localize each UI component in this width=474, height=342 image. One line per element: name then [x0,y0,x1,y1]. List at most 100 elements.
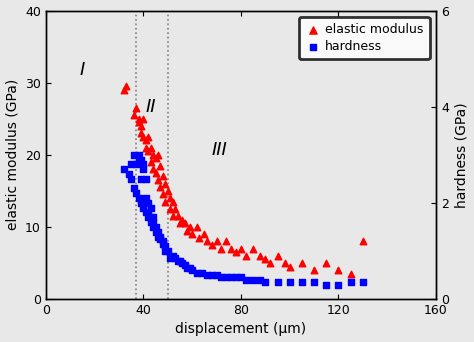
hardness [193,270,201,275]
hardness [137,176,145,182]
elastic modulus [298,260,306,266]
elastic modulus [135,116,142,121]
elastic modulus [142,145,150,150]
hardness [162,244,169,249]
hardness [242,277,250,282]
elastic modulus [262,256,269,262]
elastic modulus [213,239,220,244]
hardness [232,275,240,280]
elastic modulus [123,83,130,89]
elastic modulus [176,221,184,226]
hardness [228,275,235,280]
hardness [322,282,330,287]
hardness [137,200,145,206]
hardness [152,224,159,229]
hardness [347,279,355,285]
elastic modulus [174,213,182,219]
hardness [181,263,189,268]
elastic modulus [145,134,152,140]
hardness [162,248,169,254]
elastic modulus [154,152,162,158]
hardness [198,270,206,275]
hardness [169,253,176,259]
hardness [166,255,174,261]
hardness [154,234,162,239]
Y-axis label: hardness (GPa): hardness (GPa) [455,102,468,208]
elastic modulus [273,253,281,259]
elastic modulus [149,152,157,158]
elastic modulus [132,105,140,111]
hardness [213,272,220,278]
hardness [154,229,162,235]
hardness [159,241,167,247]
hardness [171,255,179,261]
hardness [137,157,145,162]
elastic modulus [310,267,318,273]
hardness [147,205,155,210]
elastic modulus [162,199,169,205]
hardness [262,279,269,285]
hardness [149,224,157,229]
elastic modulus [347,271,355,277]
elastic modulus [203,239,210,244]
hardness [179,260,186,266]
hardness [157,236,164,242]
elastic modulus [201,232,208,237]
hardness [237,275,245,280]
elastic modulus [142,137,150,143]
elastic modulus [149,167,157,172]
hardness [140,167,147,172]
elastic modulus [145,148,152,154]
hardness [142,176,150,182]
elastic modulus [256,253,264,259]
elastic modulus [181,221,189,226]
elastic modulus [186,224,193,229]
Y-axis label: elastic modulus (GPa): elastic modulus (GPa) [6,79,19,231]
hardness [120,167,128,172]
elastic modulus [147,145,155,150]
elastic modulus [322,260,330,266]
hardness [132,162,140,167]
elastic modulus [222,239,230,244]
elastic modulus [140,116,147,121]
elastic modulus [242,253,250,259]
hardness [142,195,150,201]
hardness [140,162,147,167]
hardness [183,265,191,271]
elastic modulus [196,235,203,240]
elastic modulus [154,177,162,183]
hardness [186,265,193,271]
hardness [152,229,159,235]
hardness [335,282,342,287]
elastic modulus [157,184,164,190]
elastic modulus [120,87,128,93]
elastic modulus [169,199,176,205]
Text: I: I [80,62,85,79]
elastic modulus [164,188,172,194]
elastic modulus [266,260,274,266]
Text: III: III [212,141,228,159]
hardness [145,200,152,206]
X-axis label: displacement (μm): displacement (μm) [175,323,307,337]
elastic modulus [179,217,186,222]
hardness [157,234,164,239]
elastic modulus [137,130,145,136]
hardness [125,171,133,177]
elastic modulus [147,159,155,165]
elastic modulus [157,163,164,168]
elastic modulus [188,232,196,237]
elastic modulus [228,246,235,251]
hardness [130,152,137,158]
elastic modulus [166,195,174,201]
hardness [135,152,142,158]
elastic modulus [193,224,201,229]
hardness [164,248,172,254]
hardness [132,190,140,196]
hardness [145,210,152,215]
hardness [135,195,142,201]
elastic modulus [152,170,159,175]
elastic modulus [169,213,176,219]
hardness [286,279,293,285]
elastic modulus [130,113,137,118]
hardness [249,277,257,282]
